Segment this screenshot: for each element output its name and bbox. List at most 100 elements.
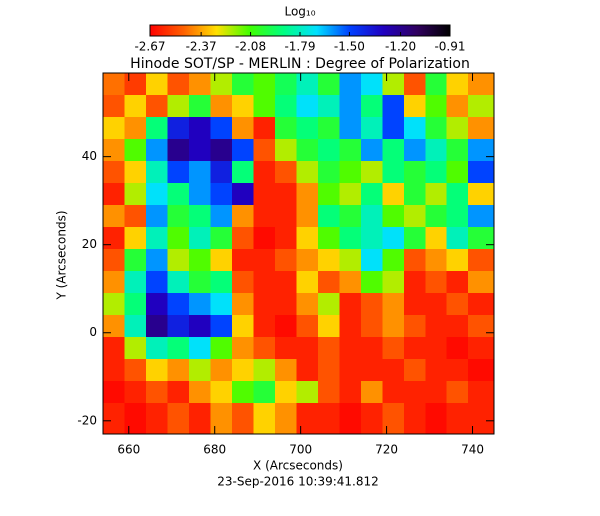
cell [124, 293, 147, 316]
cell [124, 73, 147, 96]
x-axis-label: X (Arcseconds) [253, 459, 343, 473]
cell [317, 227, 340, 250]
cell [468, 183, 495, 206]
cell [403, 381, 426, 404]
cell [188, 249, 211, 272]
cell [167, 117, 190, 140]
cell [274, 139, 297, 162]
cell [296, 293, 319, 316]
cell [188, 205, 211, 228]
cell [145, 117, 168, 140]
cell [446, 293, 469, 316]
cell [403, 139, 426, 162]
cell [145, 315, 168, 338]
cell [145, 403, 168, 435]
cell [103, 205, 125, 228]
cell [296, 73, 319, 96]
cell [231, 95, 254, 118]
cell [103, 139, 125, 162]
cell [210, 95, 233, 118]
cell [274, 205, 297, 228]
cell [145, 183, 168, 206]
cell [167, 73, 190, 96]
cell [103, 117, 125, 140]
cell [468, 117, 495, 140]
cell [339, 73, 362, 96]
cell [274, 73, 297, 96]
x-tick-label: 680 [203, 443, 226, 457]
cell [339, 315, 362, 338]
cell [468, 227, 495, 250]
cell [188, 359, 211, 382]
cell [468, 337, 495, 360]
heatmap [103, 73, 495, 435]
cell [210, 381, 233, 404]
cell [103, 337, 125, 360]
cell [124, 359, 147, 382]
cell [382, 337, 405, 360]
colorbar-tick-label: -0.91 [434, 40, 465, 54]
cell [103, 293, 125, 316]
cell [317, 161, 340, 184]
cell [231, 381, 254, 404]
cell [210, 227, 233, 250]
cell [317, 183, 340, 206]
cell [382, 403, 405, 435]
cell [210, 249, 233, 272]
cell [382, 381, 405, 404]
cell [360, 183, 383, 206]
cell [468, 359, 495, 382]
cell [231, 227, 254, 250]
cell [468, 381, 495, 404]
cell [167, 139, 190, 162]
cell [360, 117, 383, 140]
x-tick-label: 660 [117, 443, 140, 457]
cell [253, 227, 276, 250]
cell [360, 293, 383, 316]
cell [231, 117, 254, 140]
cell [425, 271, 448, 294]
cell [382, 227, 405, 250]
cell [253, 183, 276, 206]
cell [339, 139, 362, 162]
colorbar-tick-label: -2.37 [186, 40, 217, 54]
cell [339, 293, 362, 316]
cell [253, 117, 276, 140]
cell [360, 337, 383, 360]
cell [188, 227, 211, 250]
cell [339, 359, 362, 382]
x-tick-label: 720 [375, 443, 398, 457]
cell [339, 381, 362, 404]
cell [360, 73, 383, 96]
cell [231, 161, 254, 184]
cell [145, 227, 168, 250]
cell [425, 183, 448, 206]
cell [253, 249, 276, 272]
cell [446, 403, 469, 435]
cell [145, 161, 168, 184]
cell [468, 161, 495, 184]
cell [188, 95, 211, 118]
cell [446, 205, 469, 228]
y-tick-label: 0 [89, 325, 97, 339]
cell [296, 249, 319, 272]
cell [317, 73, 340, 96]
cell [360, 227, 383, 250]
colorbar-tick-label: -2.08 [235, 40, 266, 54]
cell [253, 139, 276, 162]
cell [103, 95, 125, 118]
cell [188, 139, 211, 162]
cell [403, 161, 426, 184]
cell [253, 271, 276, 294]
cell [103, 227, 125, 250]
cell [446, 183, 469, 206]
cell [360, 271, 383, 294]
cell [425, 161, 448, 184]
cell [167, 293, 190, 316]
cell [231, 315, 254, 338]
cell [317, 381, 340, 404]
cell [468, 139, 495, 162]
cell [360, 359, 383, 382]
cell [296, 117, 319, 140]
